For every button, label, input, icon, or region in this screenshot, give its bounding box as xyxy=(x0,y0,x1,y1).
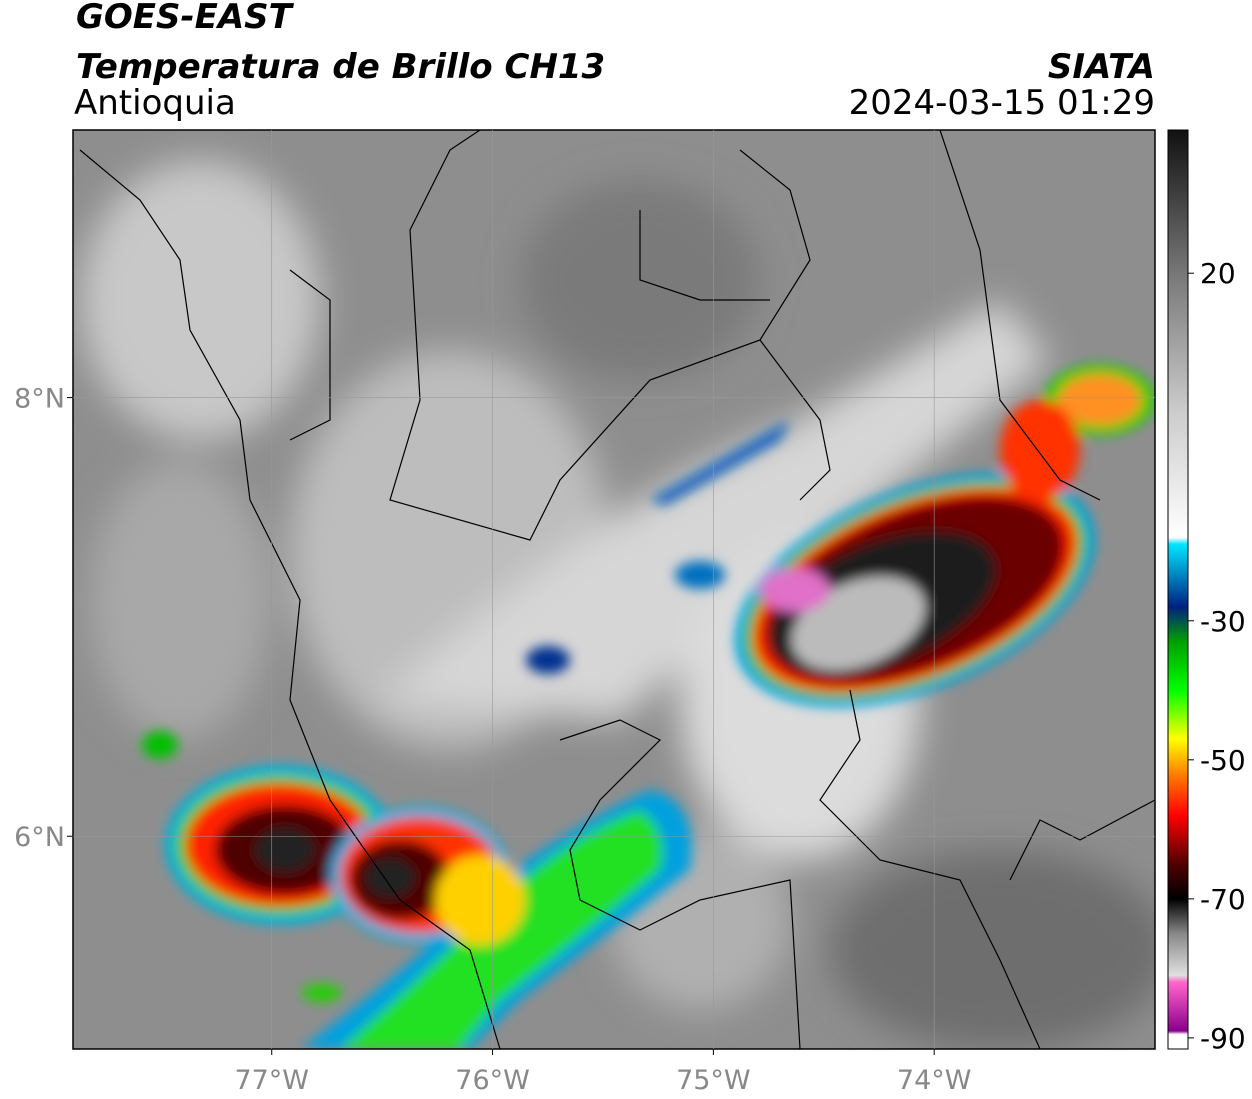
source: SIATA xyxy=(1048,47,1155,87)
subtitle: Temperatura de Brillo CH13 xyxy=(76,47,605,87)
title: GOES-EAST xyxy=(76,0,295,37)
y-tick-label: 6°N xyxy=(14,822,65,853)
colorbar-tick-label: -50 xyxy=(1200,744,1246,777)
map-frame xyxy=(72,129,1156,1050)
colorbar-tick-label: -30 xyxy=(1200,605,1246,638)
colorbar-tick-label: -90 xyxy=(1200,1022,1246,1055)
x-tick-label: 75°W xyxy=(676,1065,751,1096)
x-tick-label: 74°W xyxy=(897,1065,972,1096)
satellite-image xyxy=(73,130,1155,1049)
colorbar xyxy=(1167,129,1189,1050)
colorbar-tick-label: 20 xyxy=(1200,257,1236,290)
region: Antioquia xyxy=(74,83,236,123)
timestamp: 2024-03-15 01:29 xyxy=(849,83,1155,123)
y-tick-label: 8°N xyxy=(14,384,65,415)
x-tick-label: 76°W xyxy=(455,1065,530,1096)
x-tick-label: 77°W xyxy=(234,1065,309,1096)
colorbar-tick-label: -70 xyxy=(1200,883,1246,916)
